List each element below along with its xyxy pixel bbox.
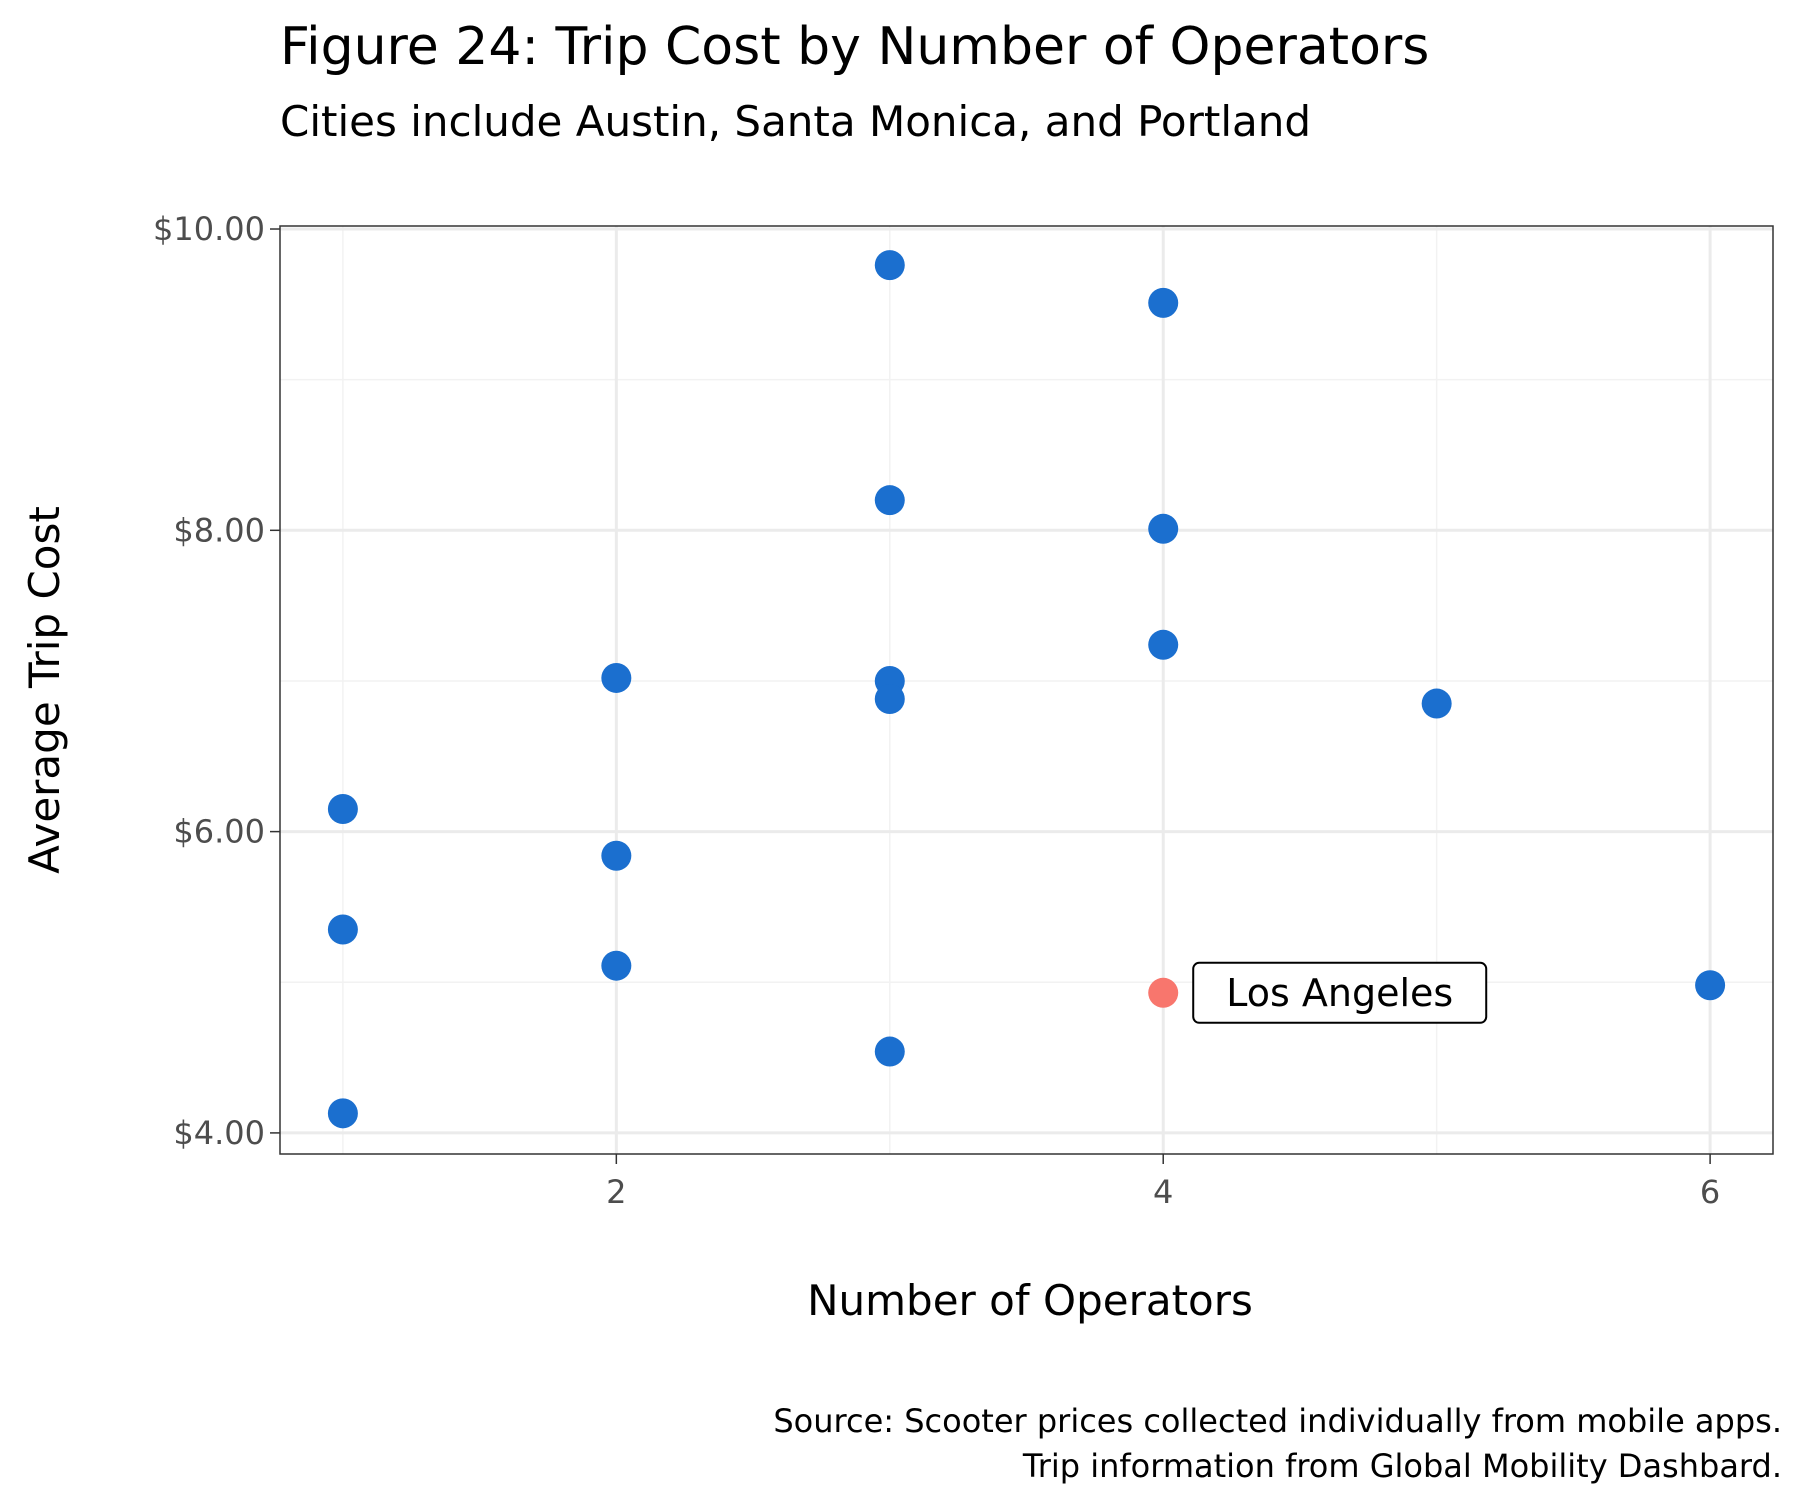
y-tick-label: $4.00 [173,1114,265,1152]
data-point [327,794,358,825]
data-point [601,662,632,693]
grid-lines [280,226,1773,1154]
data-point [874,1036,905,1067]
y-tick-label: $10.00 [153,210,265,248]
annotation-label-box [1192,961,1488,1024]
data-point [874,250,905,281]
caption-line-2: Trip information from Global Mobility Da… [1022,1447,1782,1485]
data-point [1695,970,1726,1001]
data-point [1148,513,1179,544]
x-axis-title: Number of Operators [807,1276,1253,1325]
x-tick-label: 6 [1700,1173,1720,1211]
highlight-point [1148,977,1179,1008]
data-point [601,950,632,981]
x-tick-label: 2 [606,1173,626,1211]
chart-title: Figure 24: Trip Cost by Number of Operat… [280,17,1429,77]
data-point [327,1098,358,1129]
y-tick-label: $6.00 [173,813,265,851]
plot-panel [279,225,1774,1155]
axis-ticks: 2 4 6 $4.00 $6.00 $8.00 $10.00 [153,210,1720,1211]
data-points [327,250,1726,1129]
annotation-label: Los Angeles [1226,971,1453,1015]
data-point [874,485,905,516]
chart-subtitle: Cities include Austin, Santa Monica, and… [280,97,1311,146]
annotation: Los Angeles [1192,961,1488,1024]
data-point [874,684,905,715]
x-tick-label: 4 [1153,1173,1173,1211]
data-point [1421,688,1452,719]
data-point [327,914,358,945]
data-point [601,840,632,871]
data-point [1148,287,1179,318]
y-tick-label: $8.00 [173,511,265,549]
y-axis-title: Average Trip Cost [20,506,69,874]
data-point [1148,629,1179,660]
caption-line-1: Source: Scooter prices collected individ… [773,1402,1782,1440]
